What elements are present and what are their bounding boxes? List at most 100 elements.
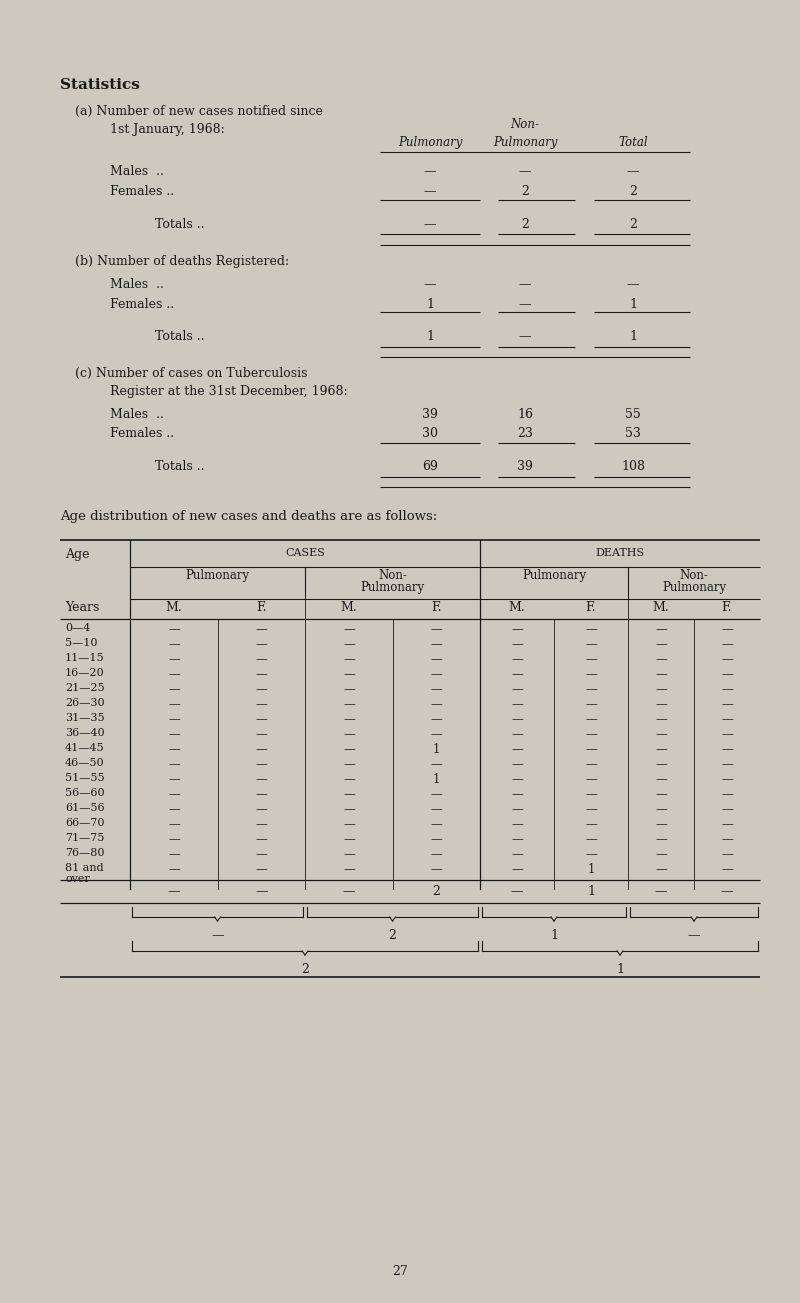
Text: —: — <box>655 833 667 846</box>
Text: 39: 39 <box>517 460 533 473</box>
Text: —: — <box>511 788 523 801</box>
Text: —: — <box>430 713 442 726</box>
Text: —: — <box>256 758 267 771</box>
Text: —: — <box>721 758 733 771</box>
Text: —: — <box>655 758 667 771</box>
Text: Males  ..: Males .. <box>110 408 164 421</box>
Text: —: — <box>510 885 523 898</box>
Text: —: — <box>518 298 531 311</box>
Text: —: — <box>256 638 267 652</box>
Text: —: — <box>655 623 667 636</box>
Text: —: — <box>343 713 355 726</box>
Text: Females ..: Females .. <box>110 185 174 198</box>
Text: —: — <box>343 638 355 652</box>
Text: M.: M. <box>341 601 358 614</box>
Text: —: — <box>585 848 597 861</box>
Text: Age distribution of new cases and deaths are as follows:: Age distribution of new cases and deaths… <box>60 509 438 523</box>
Text: —: — <box>585 818 597 831</box>
Text: —: — <box>430 788 442 801</box>
Text: —: — <box>511 698 523 711</box>
Text: 31—35: 31—35 <box>65 713 105 723</box>
Text: M.: M. <box>653 601 670 614</box>
Text: —: — <box>626 278 639 291</box>
Text: —: — <box>721 848 733 861</box>
Text: —: — <box>585 653 597 666</box>
Text: 76—80: 76—80 <box>65 848 105 857</box>
Text: 23: 23 <box>517 427 533 440</box>
Text: 56—60: 56—60 <box>65 788 105 797</box>
Text: —: — <box>343 803 355 816</box>
Text: Females ..: Females .. <box>110 427 174 440</box>
Text: —: — <box>168 833 180 846</box>
Text: 0—4: 0—4 <box>65 623 90 633</box>
Text: —: — <box>256 623 267 636</box>
Text: —: — <box>721 885 734 898</box>
Text: —: — <box>721 623 733 636</box>
Text: —: — <box>430 818 442 831</box>
Text: —: — <box>585 758 597 771</box>
Text: —: — <box>430 758 442 771</box>
Text: —: — <box>721 698 733 711</box>
Text: —: — <box>256 713 267 726</box>
Text: 2: 2 <box>301 963 309 976</box>
Text: 27: 27 <box>392 1265 408 1278</box>
Text: F.: F. <box>431 601 442 614</box>
Text: —: — <box>654 885 667 898</box>
Text: —: — <box>256 683 267 696</box>
Text: —: — <box>343 623 355 636</box>
Text: —: — <box>168 713 180 726</box>
Text: —: — <box>511 863 523 876</box>
Text: —: — <box>655 848 667 861</box>
Text: 2: 2 <box>389 929 397 942</box>
Text: —: — <box>256 788 267 801</box>
Text: 1: 1 <box>426 298 434 311</box>
Text: Total: Total <box>618 136 648 149</box>
Text: —: — <box>168 758 180 771</box>
Text: —: — <box>342 885 355 898</box>
Text: —: — <box>168 885 180 898</box>
Text: —: — <box>343 818 355 831</box>
Text: F.: F. <box>586 601 596 614</box>
Text: —: — <box>585 623 597 636</box>
Text: —: — <box>511 668 523 681</box>
Text: —: — <box>168 638 180 652</box>
Text: —: — <box>511 758 523 771</box>
Text: —: — <box>343 668 355 681</box>
Text: —: — <box>256 728 267 741</box>
Text: —: — <box>721 788 733 801</box>
Text: —: — <box>655 698 667 711</box>
Text: Non-: Non- <box>510 119 539 132</box>
Text: —: — <box>721 818 733 831</box>
Text: —: — <box>168 773 180 786</box>
Text: —: — <box>655 713 667 726</box>
Text: —: — <box>518 165 531 179</box>
Text: —: — <box>256 668 267 681</box>
Text: —: — <box>721 728 733 741</box>
Text: Pulmonary: Pulmonary <box>522 569 586 582</box>
Text: —: — <box>585 728 597 741</box>
Text: 51—55: 51—55 <box>65 773 105 783</box>
Text: —: — <box>343 848 355 861</box>
Text: —: — <box>343 653 355 666</box>
Text: 16—20: 16—20 <box>65 668 105 678</box>
Text: Years: Years <box>65 601 99 614</box>
Text: —: — <box>511 743 523 756</box>
Text: —: — <box>256 773 267 786</box>
Text: —: — <box>430 698 442 711</box>
Text: —: — <box>585 773 597 786</box>
Text: —: — <box>655 683 667 696</box>
Text: —: — <box>424 165 436 179</box>
Text: 1: 1 <box>433 743 440 756</box>
Text: Pulmonary: Pulmonary <box>186 569 250 582</box>
Text: —: — <box>168 743 180 756</box>
Text: —: — <box>721 683 733 696</box>
Text: —: — <box>655 773 667 786</box>
Text: —: — <box>511 773 523 786</box>
Text: Totals ..: Totals .. <box>155 330 205 343</box>
Text: —: — <box>168 728 180 741</box>
Text: —: — <box>655 668 667 681</box>
Text: —: — <box>721 743 733 756</box>
Text: —: — <box>168 803 180 816</box>
Text: —: — <box>655 818 667 831</box>
Text: —: — <box>168 863 180 876</box>
